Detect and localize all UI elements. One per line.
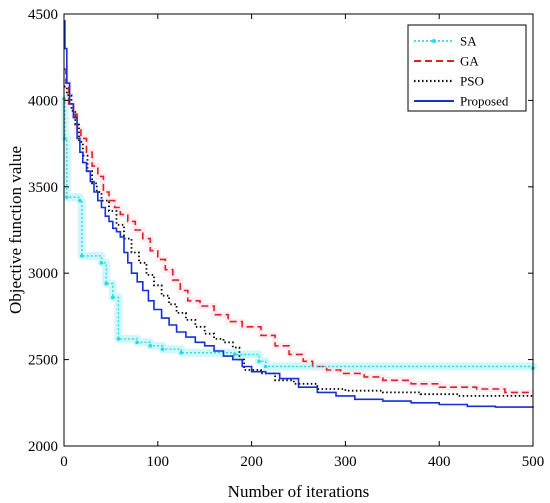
x-tick-label: 500 [522, 454, 545, 470]
series-highlight-bands [60, 66, 537, 396]
legend-box [407, 24, 527, 112]
point-sa [80, 254, 84, 258]
series-line-sa [64, 98, 534, 369]
sa-highlight-band [60, 94, 537, 371]
series-line-proposed [64, 20, 534, 408]
point-sa [116, 337, 121, 341]
legend-label-proposed: Proposed [460, 94, 509, 109]
legend: SA GA PSO Proposed [407, 24, 527, 112]
plot-frame [63, 13, 534, 447]
legend-marker-sa [432, 39, 436, 43]
y-tick-label: 4500 [28, 7, 58, 23]
x-tick-label: 200 [240, 454, 263, 470]
series-line-ga [64, 68, 533, 394]
point-sa [160, 347, 165, 352]
point-sa [179, 350, 184, 355]
point-sa [78, 198, 82, 203]
y-tick-label: 3000 [28, 266, 58, 282]
legend-label-pso: PSO [460, 74, 484, 89]
x-tick-label: 300 [334, 454, 357, 470]
x-tick-label: 400 [428, 454, 451, 470]
point-sa [263, 364, 268, 369]
x-tick-label: 100 [147, 454, 170, 470]
y-tick-label: 3500 [28, 180, 58, 196]
point-sa [135, 340, 139, 345]
x-tick-label: 0 [60, 454, 68, 470]
y-axis: 2000 2500 3000 3500 4000 4500 [28, 7, 533, 455]
legend-label-sa: SA [460, 34, 477, 49]
y-tick-label: 2500 [28, 353, 58, 369]
point-sa [110, 295, 115, 300]
point-sa [148, 343, 153, 348]
y-axis-label: Objective function value [6, 146, 25, 314]
series-line-pso [64, 85, 534, 397]
point-sa [232, 352, 237, 357]
series-layer [62, 20, 535, 408]
point-sa [65, 195, 69, 199]
y-tick-label: 2000 [28, 439, 58, 455]
y-tick-label: 4000 [28, 93, 58, 109]
legend-label-ga: GA [460, 54, 479, 69]
x-axis: 0 100 200 300 400 500 [60, 14, 544, 470]
x-axis-label: Number of iterations [228, 482, 370, 501]
point-sa [104, 281, 109, 286]
point-sa [257, 359, 261, 364]
point-sa [99, 261, 104, 265]
